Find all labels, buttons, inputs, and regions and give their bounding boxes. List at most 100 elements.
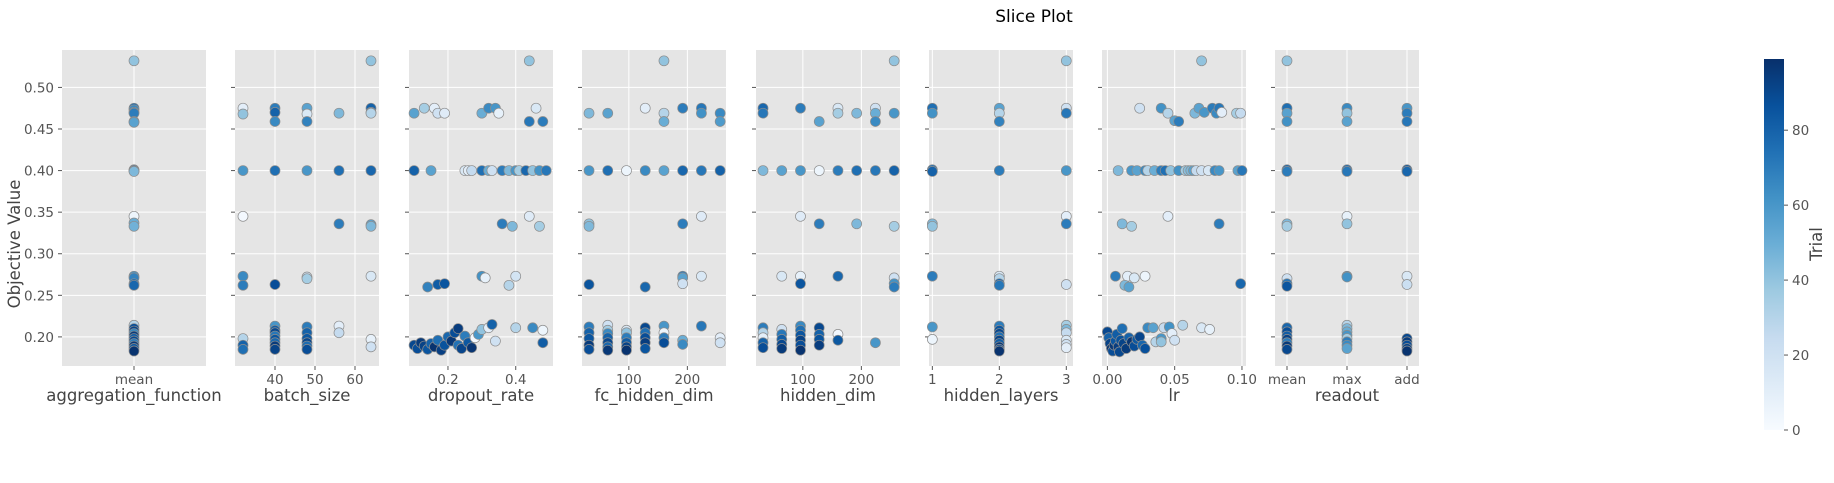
data-point [527,322,539,334]
data-point [813,165,825,176]
data-point [677,165,689,176]
colorbar-tick-label: 20 [1792,348,1809,364]
colorbar-tick-label: 80 [1792,123,1809,139]
y-tick-label: 0.45 [24,122,54,138]
data-point [1341,343,1353,354]
data-point [506,220,518,232]
data-point [237,344,249,355]
data-point [639,165,651,176]
data-point [1401,279,1413,290]
data-point [813,116,825,127]
data-point [776,270,788,282]
data-point [795,278,806,290]
x-axis-label: hidden_layers [944,386,1059,406]
data-point [269,107,281,118]
data-point [1060,165,1072,176]
data-point [1216,107,1228,118]
x-tick-label: mean [115,372,153,388]
x-tick-label: 40 [266,372,283,388]
data-point [1235,107,1246,119]
data-point [993,279,1005,291]
data-point [1341,218,1353,230]
subplots: 0.200.250.300.350.400.450.50meanaggregat… [24,50,1420,406]
data-point [301,273,313,285]
data-point [1112,165,1124,176]
data-point [851,218,863,230]
data-point [813,218,825,230]
data-point [365,220,377,232]
y-axis-label: Objective Value [5,180,24,309]
data-point [696,210,707,222]
x-tick-label: 0.10 [1227,372,1257,388]
plot-area [929,50,1073,366]
data-point [757,165,769,176]
data-point [993,116,1005,127]
data-point [523,116,535,127]
data-point [795,344,806,356]
plot-area [582,50,726,366]
data-point [658,116,670,127]
data-point [832,334,844,346]
data-point [1196,55,1207,67]
y-tick-label: 0.35 [24,205,54,221]
x-axis-label: readout [1315,386,1380,405]
data-point [1204,324,1216,335]
data-point [365,55,377,67]
y-tick-label: 0.30 [24,247,54,263]
data-point [418,102,430,114]
data-point [523,210,535,222]
data-point [658,165,670,176]
data-point [269,344,281,355]
x-tick-label: 200 [674,372,700,388]
subplot-aggregation-function: 0.20 0.25 0.30 0.35 0.40 0.45 0.50 meanaggregat… [24,50,222,406]
data-point [602,165,614,176]
data-point [888,165,900,176]
data-point [714,337,726,349]
data-point [540,165,552,176]
data-point [1401,166,1413,177]
data-point [602,107,614,119]
data-point [1281,116,1293,127]
data-point [888,55,900,67]
data-point [1116,218,1128,230]
data-point [365,270,377,282]
y-tick-label: 0.50 [24,80,54,96]
data-point [757,342,769,354]
data-point [1139,270,1151,282]
data-point [452,323,464,334]
data-point [1401,116,1413,127]
colorbar-gradient [1764,59,1784,430]
x-tick-label: 100 [616,372,642,388]
data-point [1060,218,1072,230]
data-point [1128,272,1140,284]
data-point [1235,278,1246,290]
x-tick-label: 0.4 [505,372,526,388]
data-point [621,344,632,356]
x-axis-label: batch_size [264,386,351,406]
data-point [888,220,900,232]
data-point [677,218,689,230]
x-tick-label: 0.05 [1160,372,1190,388]
data-point [658,55,670,67]
data-point [1213,218,1225,230]
data-point [795,102,806,114]
data-point [1177,319,1189,331]
data-point [530,102,542,114]
data-point [408,107,420,119]
data-point [1169,334,1181,346]
data-point [832,165,844,176]
data-point [1060,279,1072,290]
data-point [128,279,140,291]
data-point [466,342,478,354]
x-tick-label: max [1332,372,1361,388]
data-point [1341,271,1353,283]
data-point [422,281,433,293]
subplot-readout: mean max add readout [1268,50,1420,405]
data-point [1341,166,1353,177]
data-point [583,107,595,119]
data-point [993,165,1005,176]
data-point [870,337,881,349]
